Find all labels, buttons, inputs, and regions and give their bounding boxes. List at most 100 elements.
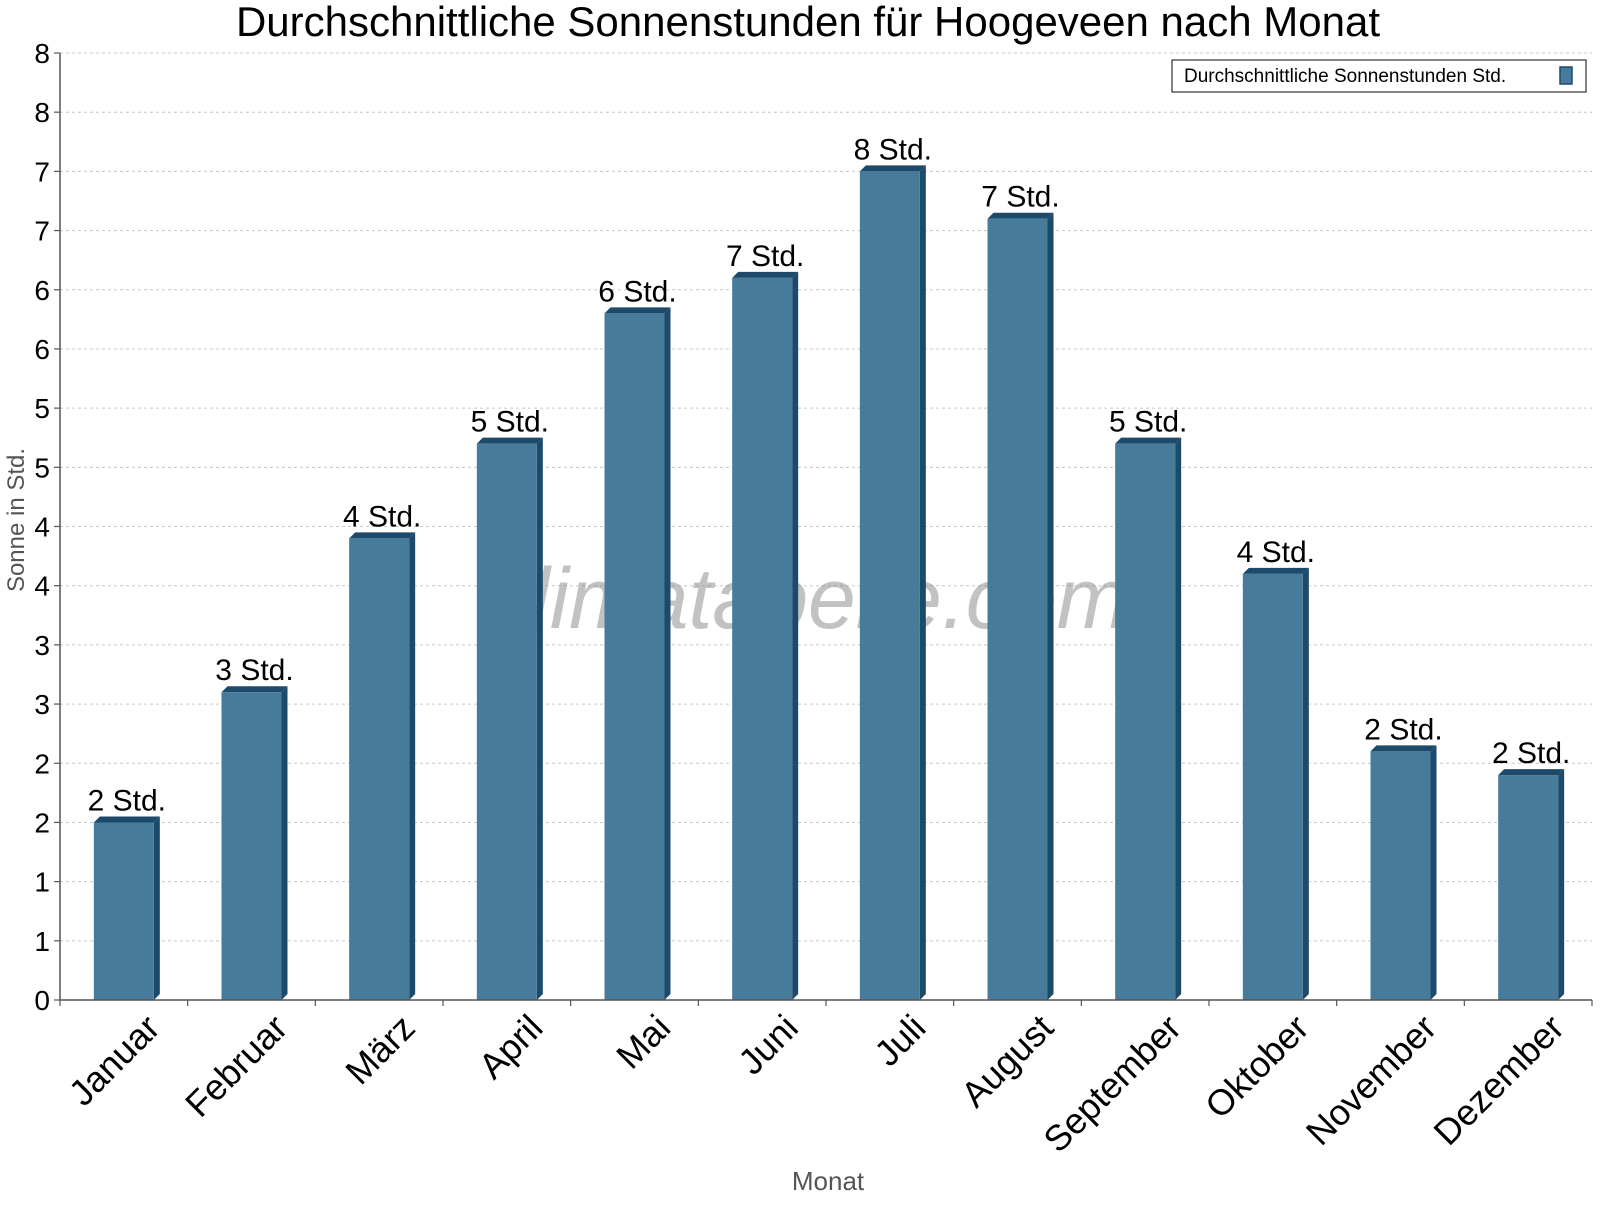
bar-side xyxy=(1558,769,1565,1000)
bar-top xyxy=(93,816,160,823)
y-tick-label: 1 xyxy=(34,867,50,898)
bar-side xyxy=(281,686,288,1000)
bar-top xyxy=(1498,769,1565,776)
bar-front xyxy=(221,692,282,1000)
bar-front xyxy=(604,313,665,1000)
y-tick-labels: 0 1 1 2 2 3 3 4 4 5 5 6 6 7 7 8 8 xyxy=(34,38,50,1016)
bar-side xyxy=(664,307,671,1000)
x-tick-label: August xyxy=(953,1007,1061,1115)
bar-top xyxy=(476,437,543,444)
bar-4 xyxy=(604,307,671,1000)
bar-9 xyxy=(1242,567,1309,1000)
y-tick-label: 0 xyxy=(34,985,50,1016)
y-tick-label: 6 xyxy=(34,275,50,306)
data-label: 6 Std. xyxy=(598,275,676,308)
y-axis-label: Sonne in Std. xyxy=(3,448,30,592)
bar-front xyxy=(476,443,537,1000)
y-tick-label: 3 xyxy=(34,689,50,720)
y-tick-label: 5 xyxy=(34,393,50,424)
x-tick-label: Oktober xyxy=(1197,1007,1317,1127)
bar-side xyxy=(1302,567,1309,1000)
bar-top xyxy=(1115,437,1182,444)
bar-side xyxy=(792,271,799,1001)
bar-8 xyxy=(1115,437,1182,1000)
bar-front xyxy=(93,822,154,1000)
y-tick-label: 5 xyxy=(34,452,50,483)
y-tick-label: 2 xyxy=(34,807,50,838)
y-tick-label: 8 xyxy=(34,97,50,128)
y-tick-label: 3 xyxy=(34,630,50,661)
chart-title: Durchschnittliche Sonnenstunden für Hoog… xyxy=(236,0,1380,45)
grid-lines xyxy=(60,52,1592,942)
x-tick-label: Januar xyxy=(61,1007,168,1114)
data-labels: 2 Std. 3 Std. 4 Std. 5 Std. 6 Std. 7 Std. 8 St… xyxy=(88,133,1571,817)
bar-top xyxy=(221,686,288,693)
x-tick-label: März xyxy=(337,1007,423,1093)
x-tick-label: April xyxy=(471,1007,551,1087)
x-tick-labels: Januar Februar März April Mai Juni Juli AugustS… xyxy=(61,1007,1572,1161)
bar-top xyxy=(604,307,671,314)
bar-front xyxy=(1370,751,1431,1000)
y-tick-label: 1 xyxy=(34,926,50,957)
x-tick-label: September xyxy=(1035,1007,1189,1161)
bar-top xyxy=(1370,745,1437,752)
bar-5 xyxy=(732,271,799,1001)
bar-7 xyxy=(987,212,1054,1001)
legend: Durchschnittliche Sonnenstunden Std. xyxy=(1171,59,1587,93)
axes xyxy=(54,52,1593,1006)
bar-11 xyxy=(1498,769,1565,1000)
y-tick-label: 7 xyxy=(34,216,50,247)
data-label: 2 Std. xyxy=(88,784,166,817)
data-label: 2 Std. xyxy=(1364,713,1442,746)
y-tick-label: 8 xyxy=(34,38,50,69)
y-tick-label: 6 xyxy=(34,334,50,365)
bar-top xyxy=(732,271,799,278)
bar-top xyxy=(987,212,1054,219)
x-tick-label: November xyxy=(1298,1007,1444,1153)
y-tick-label: 4 xyxy=(34,571,50,602)
y-tick-label: 7 xyxy=(34,156,50,187)
data-label: 4 Std. xyxy=(1237,536,1315,569)
bar-1 xyxy=(221,686,288,1000)
bar-side xyxy=(1047,212,1054,1001)
data-label: 5 Std. xyxy=(471,406,549,439)
data-label: 3 Std. xyxy=(215,654,293,687)
bar-front xyxy=(1115,443,1176,1000)
legend-label: Durchschnittliche Sonnenstunden Std. xyxy=(1184,66,1506,87)
bar-front xyxy=(1242,573,1303,1000)
legend-swatch xyxy=(1559,66,1573,85)
bar-side xyxy=(536,437,543,1000)
bar-side xyxy=(1175,437,1182,1000)
x-tick-label: Mai xyxy=(608,1007,678,1077)
bar-0 xyxy=(93,816,160,1000)
bar-top xyxy=(1242,567,1309,574)
x-tick-label: Juli xyxy=(866,1007,933,1074)
bar-top xyxy=(349,532,416,539)
data-label: 2 Std. xyxy=(1492,737,1570,770)
bar-front xyxy=(1498,775,1559,1000)
x-tick-label: Juni xyxy=(730,1007,806,1083)
bar-top xyxy=(859,165,926,172)
bar-front xyxy=(987,218,1048,1001)
data-label: 7 Std. xyxy=(726,240,804,273)
bar-side xyxy=(1430,745,1437,1000)
data-label: 5 Std. xyxy=(1109,406,1187,439)
x-axis-label: Monat xyxy=(792,1166,865,1196)
data-label: 4 Std. xyxy=(343,500,421,533)
bar-side xyxy=(919,165,926,1000)
bar-front xyxy=(859,171,920,1000)
bar-10 xyxy=(1370,745,1437,1000)
bar-6 xyxy=(859,165,926,1000)
bar-2 xyxy=(349,532,416,1000)
data-label: 7 Std. xyxy=(981,181,1059,214)
x-tick-label: Dezember xyxy=(1425,1007,1571,1153)
bar-side xyxy=(409,532,416,1000)
legend-box xyxy=(1171,59,1587,93)
bar-3 xyxy=(476,437,543,1000)
y-tick-label: 2 xyxy=(34,748,50,779)
y-tick-label: 4 xyxy=(34,512,50,543)
data-label: 8 Std. xyxy=(854,133,932,166)
bar-front xyxy=(732,277,793,1001)
